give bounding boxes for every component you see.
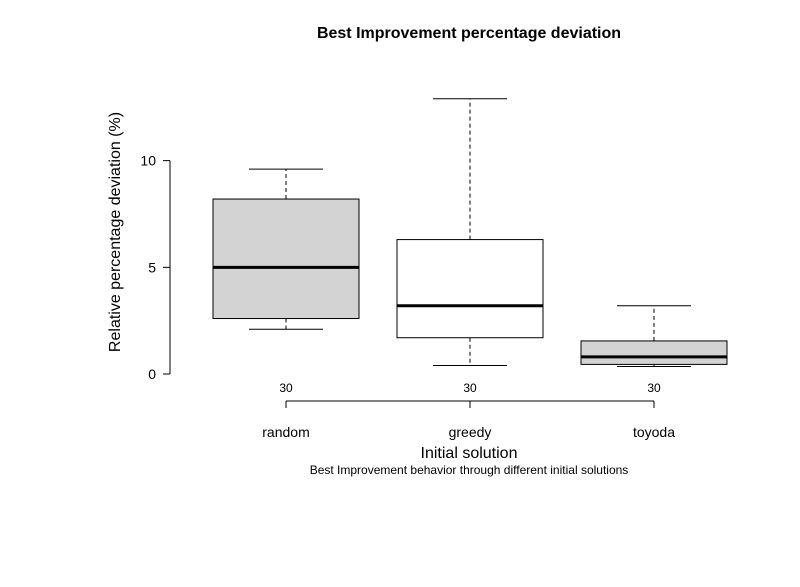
count-label: 30 (279, 381, 293, 395)
chart-caption: Best Improvement behavior through differ… (310, 463, 629, 477)
y-tick-label: 0 (148, 366, 156, 382)
chart-title: Best Improvement percentage deviation (317, 25, 621, 42)
y-tick-label: 5 (148, 259, 156, 275)
count-label: 30 (463, 381, 477, 395)
plot-area: 0 5 10 30 random 30 greedy 30 toyoda (140, 98, 728, 440)
box-greedy (396, 239, 544, 339)
y-axis-title: Relative percentage deviation (%) (107, 112, 124, 352)
x-tick-label: toyoda (633, 424, 675, 440)
x-tick-label: greedy (449, 424, 492, 440)
x-tick-label: random (262, 424, 309, 440)
count-label: 30 (647, 381, 661, 395)
box-random (212, 198, 360, 320)
box-toyoda (580, 340, 728, 365)
y-tick-label: 10 (140, 153, 156, 169)
x-axis-title: Initial solution (421, 445, 518, 462)
